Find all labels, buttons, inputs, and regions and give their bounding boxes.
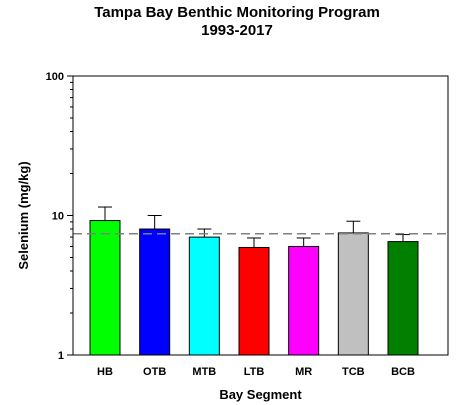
bar-tcb: [337, 232, 369, 356]
x-tick-label: MTB: [192, 366, 216, 378]
bar-hb: [89, 220, 121, 356]
bar-mtb: [188, 236, 220, 356]
bar-ltb: [238, 246, 270, 356]
y-tick-label: 10: [52, 211, 64, 223]
bar-bcb: [387, 241, 419, 356]
y-tick-label: 1: [58, 350, 64, 362]
x-tick-label: HB: [97, 366, 113, 378]
x-axis-label: Bay Segment: [219, 387, 302, 402]
x-tick-label: OTB: [143, 366, 166, 378]
chart-subtitle: 1993-2017: [201, 22, 273, 39]
x-tick-label: MR: [295, 366, 312, 378]
x-tick-label: LTB: [244, 366, 265, 378]
bar-mr: [288, 245, 320, 356]
x-tick-label: BCB: [391, 366, 415, 378]
y-tick-label: 100: [46, 71, 64, 83]
chart-title: Tampa Bay Benthic Monitoring Program: [94, 4, 380, 21]
bar-otb: [139, 228, 171, 356]
x-tick-label: TCB: [342, 366, 365, 378]
y-axis-label: Selenium (mg/kg): [16, 161, 31, 269]
